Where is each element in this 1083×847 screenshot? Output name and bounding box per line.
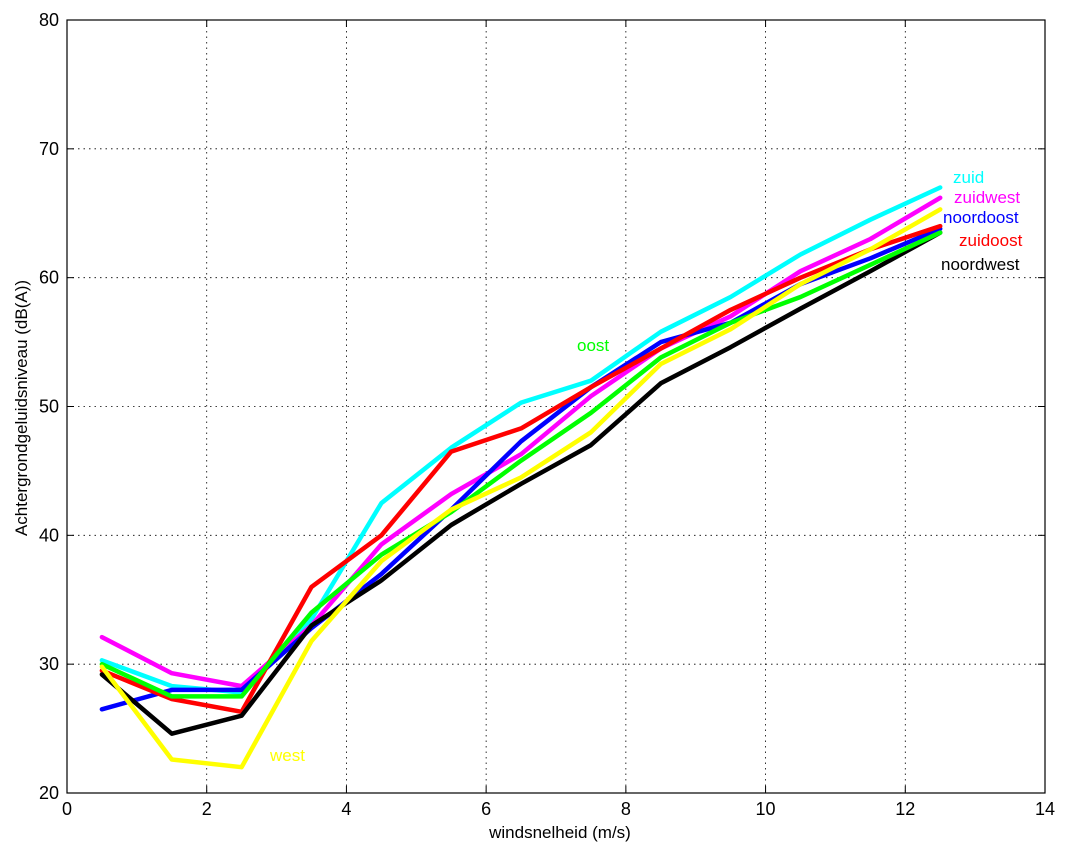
y-tick-label: 70 bbox=[39, 139, 59, 159]
x-tick-label: 2 bbox=[202, 799, 212, 819]
y-tick-label: 30 bbox=[39, 654, 59, 674]
series-label-zuidoost: zuidoost bbox=[959, 231, 1023, 250]
series-label-west: west bbox=[269, 746, 305, 765]
x-tick-label: 12 bbox=[895, 799, 915, 819]
x-tick-label: 14 bbox=[1035, 799, 1055, 819]
x-axis-label: windsnelheid (m/s) bbox=[488, 823, 631, 842]
series-line-zuid bbox=[99, 185, 943, 695]
series-label-zuidwest: zuidwest bbox=[954, 188, 1020, 207]
series-line-noordwest bbox=[99, 230, 943, 736]
series-label-noordoost: noordoost bbox=[943, 208, 1019, 227]
x-tick-label: 10 bbox=[756, 799, 776, 819]
y-axis-label: Achtergrondgeluidsniveau (dB(A)) bbox=[12, 280, 31, 536]
series-line-zuidoost bbox=[99, 223, 943, 715]
grid bbox=[67, 20, 1045, 793]
series-label-oost: oost bbox=[577, 336, 609, 355]
x-tick-label: 4 bbox=[341, 799, 351, 819]
x-tick-label: 6 bbox=[481, 799, 491, 819]
series-lines bbox=[99, 185, 943, 770]
series-line-west bbox=[99, 207, 943, 770]
y-tick-label: 20 bbox=[39, 783, 59, 803]
series-label-noordwest: noordwest bbox=[941, 255, 1020, 274]
x-tick-label: 8 bbox=[621, 799, 631, 819]
series-line-zuidwest bbox=[99, 195, 943, 689]
series-label-zuid: zuid bbox=[953, 168, 984, 187]
x-tick-label: 0 bbox=[62, 799, 72, 819]
y-tick-label: 40 bbox=[39, 525, 59, 545]
y-tick-label: 60 bbox=[39, 268, 59, 288]
y-tick-label: 50 bbox=[39, 397, 59, 417]
axis-ticks: 0 2 4 6 8 10 12 14 20 30 40 50 60 70 80 bbox=[39, 10, 1055, 819]
series-line-oost bbox=[99, 230, 943, 699]
y-tick-label: 80 bbox=[39, 10, 59, 30]
